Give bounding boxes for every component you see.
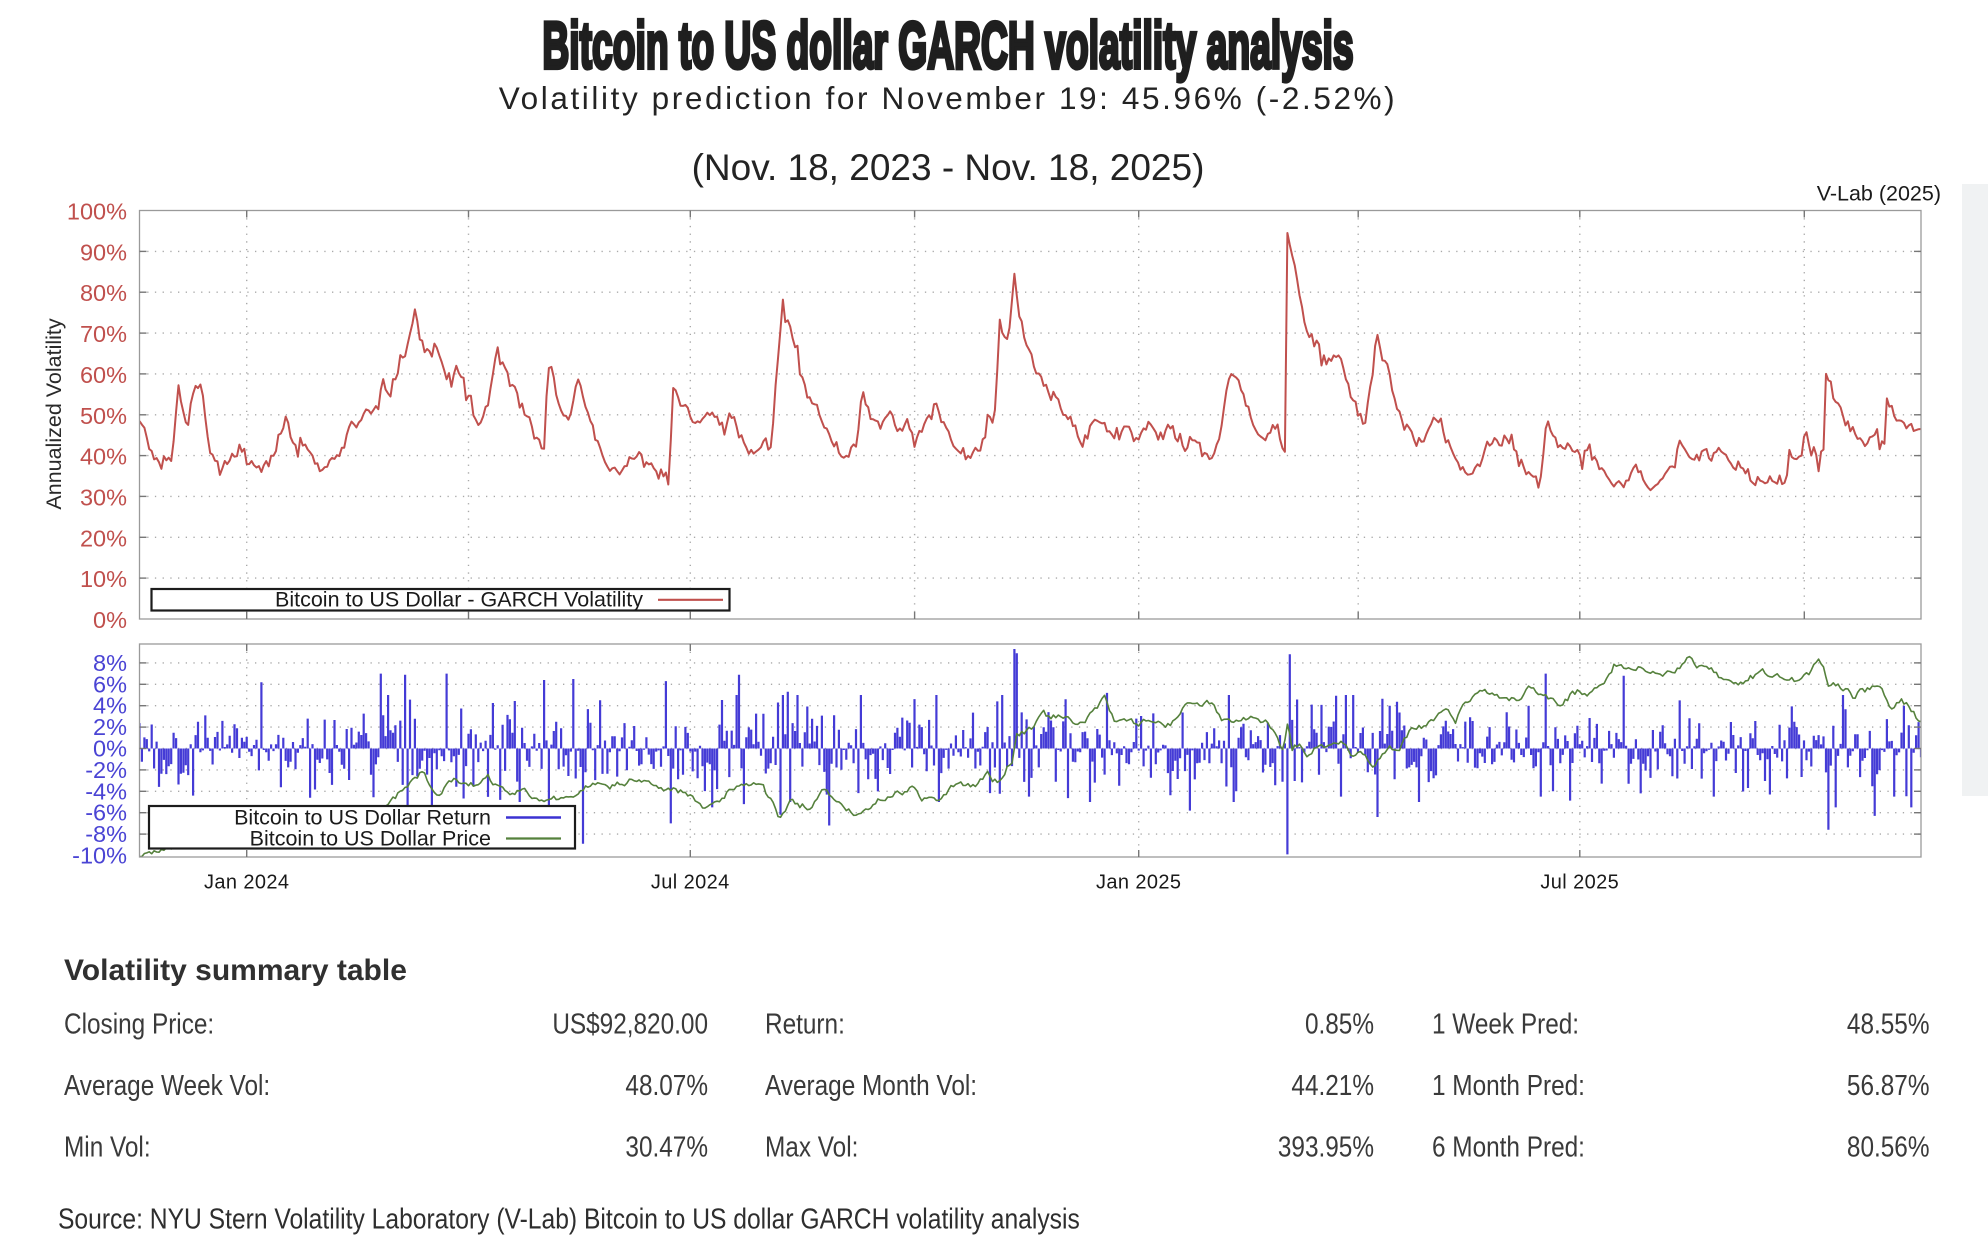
svg-text:Annualized Volatility: Annualized Volatility <box>42 318 66 509</box>
svg-text:6 Month Pred:: 6 Month Pred: <box>1432 1131 1585 1163</box>
svg-text:V-Lab (2025): V-Lab (2025) <box>1817 182 1941 206</box>
svg-text:1 Month Pred:: 1 Month Pred: <box>1432 1069 1585 1101</box>
svg-text:70%: 70% <box>80 321 127 347</box>
svg-text:56.87%: 56.87% <box>1847 1069 1930 1101</box>
svg-text:Jan 2024: Jan 2024 <box>204 872 290 894</box>
svg-text:Bitcoin to US Dollar Price: Bitcoin to US Dollar Price <box>250 827 491 851</box>
svg-text:393.95%: 393.95% <box>1278 1131 1374 1163</box>
svg-text:48.55%: 48.55% <box>1847 1008 1930 1040</box>
svg-text:90%: 90% <box>80 239 127 265</box>
svg-text:US$92,820.00: US$92,820.00 <box>552 1008 708 1040</box>
svg-text:Jul 2024: Jul 2024 <box>651 872 730 894</box>
svg-text:Max Vol:: Max Vol: <box>765 1131 858 1163</box>
svg-text:44.21%: 44.21% <box>1291 1069 1374 1101</box>
svg-text:80.56%: 80.56% <box>1847 1131 1930 1163</box>
svg-text:80%: 80% <box>80 280 127 306</box>
svg-text:0%: 0% <box>93 607 127 633</box>
svg-text:Bitcoin to US dollar GARCH vol: Bitcoin to US dollar GARCH volatility an… <box>542 10 1353 83</box>
svg-text:6%: 6% <box>93 671 127 697</box>
svg-text:Jan 2025: Jan 2025 <box>1096 872 1182 894</box>
svg-text:-8%: -8% <box>85 821 127 847</box>
svg-text:Average Week Vol:: Average Week Vol: <box>64 1069 270 1101</box>
svg-text:8%: 8% <box>93 650 127 676</box>
svg-text:-2%: -2% <box>85 757 127 783</box>
svg-text:50%: 50% <box>80 403 127 429</box>
svg-text:2%: 2% <box>93 714 127 740</box>
svg-text:20%: 20% <box>80 525 127 551</box>
svg-text:10%: 10% <box>80 566 127 592</box>
svg-text:100%: 100% <box>67 199 127 225</box>
svg-text:Volatility prediction for Nove: Volatility prediction for November 19: 4… <box>499 80 1398 116</box>
svg-text:Volatility summary table: Volatility summary table <box>64 954 407 987</box>
svg-text:Jul 2025: Jul 2025 <box>1540 872 1619 894</box>
svg-text:Return:: Return: <box>765 1008 845 1040</box>
svg-text:Min Vol:: Min Vol: <box>64 1131 151 1163</box>
svg-text:Closing Price:: Closing Price: <box>64 1008 214 1040</box>
svg-text:-6%: -6% <box>85 800 127 826</box>
svg-text:Bitcoin to US Dollar Return: Bitcoin to US Dollar Return <box>234 806 491 830</box>
svg-text:-4%: -4% <box>85 778 127 804</box>
svg-text:40%: 40% <box>80 444 127 470</box>
svg-text:48.07%: 48.07% <box>625 1069 708 1101</box>
svg-text:Bitcoin to US Dollar - GARCH V: Bitcoin to US Dollar - GARCH Volatility <box>275 588 643 612</box>
svg-text:30%: 30% <box>80 484 127 510</box>
svg-text:1 Week Pred:: 1 Week Pred: <box>1432 1008 1579 1040</box>
svg-text:(Nov. 18, 2023 - Nov. 18, 2025: (Nov. 18, 2023 - Nov. 18, 2025) <box>692 147 1205 188</box>
svg-text:0%: 0% <box>93 736 127 762</box>
svg-text:4%: 4% <box>93 693 127 719</box>
svg-text:Average Month Vol:: Average Month Vol: <box>765 1069 977 1101</box>
svg-text:0.85%: 0.85% <box>1305 1008 1374 1040</box>
svg-text:30.47%: 30.47% <box>625 1131 708 1163</box>
svg-text:60%: 60% <box>80 362 127 388</box>
svg-text:Source: NYU Stern Volatility L: Source: NYU Stern Volatility Laboratory … <box>58 1203 1080 1235</box>
svg-text:-10%: -10% <box>72 843 127 869</box>
